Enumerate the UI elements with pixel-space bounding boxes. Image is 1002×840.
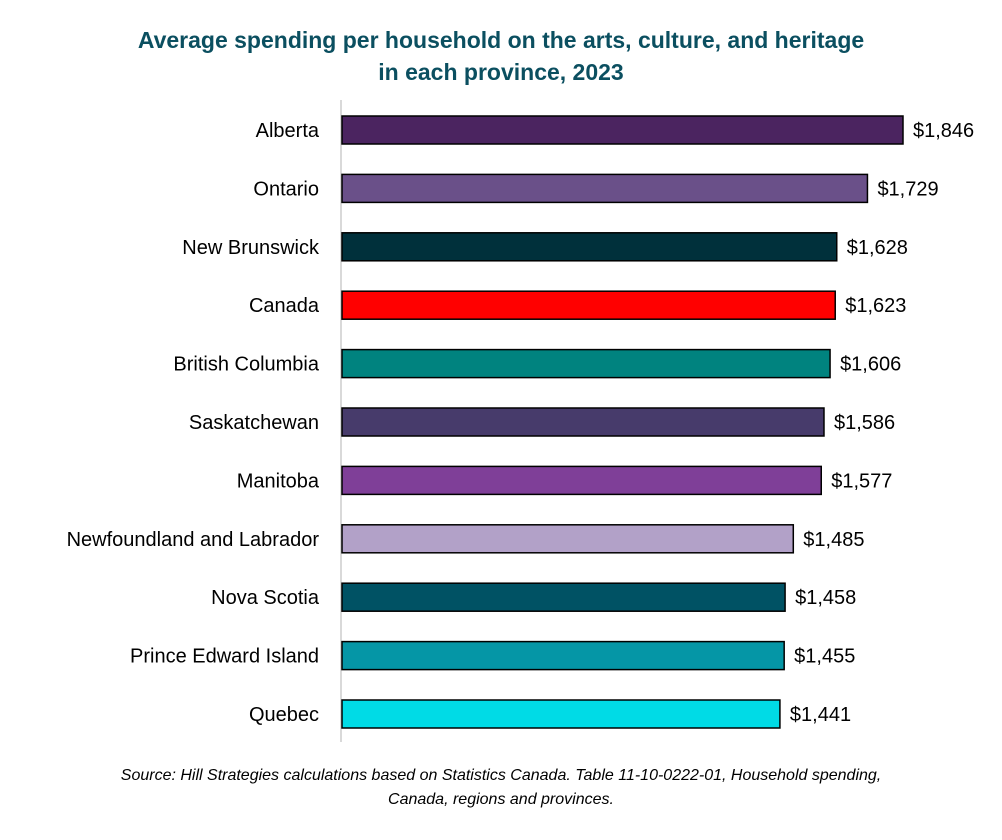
source-note-line-1: Source: Hill Strategies calculations bas… bbox=[120, 767, 882, 784]
bar-canada bbox=[341, 290, 836, 320]
category-label-newfoundland-and-labrador: Newfoundland and Labrador bbox=[67, 529, 320, 551]
value-label-ontario: $1,729 bbox=[877, 178, 938, 200]
source-note-line-2: Canada, regions and provinces. bbox=[388, 791, 614, 808]
chart-title-line-1: Average spending per household on the ar… bbox=[137, 27, 865, 53]
value-label-alberta: $1,846 bbox=[913, 120, 974, 142]
value-label-manitoba: $1,577 bbox=[831, 470, 892, 492]
bar-new-brunswick bbox=[341, 232, 838, 262]
value-label-british-columbia: $1,606 bbox=[840, 354, 901, 376]
bar-alberta bbox=[341, 115, 904, 145]
value-label-new-brunswick: $1,628 bbox=[847, 237, 908, 259]
bar-quebec bbox=[341, 699, 781, 729]
bar-ontario bbox=[341, 173, 869, 204]
chart-title: Average spending per household on the ar… bbox=[0, 24, 1002, 88]
category-label-prince-edward-island: Prince Edward Island bbox=[130, 646, 319, 668]
category-label-canada: Canada bbox=[249, 295, 320, 317]
value-label-canada: $1,623 bbox=[845, 295, 906, 317]
category-label-alberta: Alberta bbox=[256, 120, 320, 142]
category-label-british-columbia: British Columbia bbox=[173, 354, 319, 376]
value-label-quebec: $1,441 bbox=[790, 704, 851, 726]
category-label-new-brunswick: New Brunswick bbox=[182, 237, 320, 259]
category-label-saskatchewan: Saskatchewan bbox=[189, 412, 319, 434]
bar-saskatchewan bbox=[341, 407, 825, 437]
bar-prince-edward-island bbox=[341, 640, 785, 671]
bars-group: Alberta $1,846 Ontario $1,729 New Brunswick $… bbox=[67, 115, 974, 729]
value-label-saskatchewan: $1,586 bbox=[834, 412, 895, 434]
chart-title-line-2: in each province, 2023 bbox=[378, 59, 624, 85]
category-label-quebec: Quebec bbox=[249, 704, 319, 726]
category-label-ontario: Ontario bbox=[253, 178, 319, 200]
bar-nova-scotia bbox=[341, 582, 786, 612]
value-label-nova-scotia: $1,458 bbox=[795, 587, 856, 609]
category-label-manitoba: Manitoba bbox=[237, 470, 320, 492]
bar-british-columbia bbox=[341, 348, 831, 379]
bar-manitoba bbox=[341, 465, 823, 496]
category-label-nova-scotia: Nova Scotia bbox=[211, 587, 320, 609]
bar-chart: Alberta $1,846 Ontario $1,729 New Brunswick $… bbox=[67, 100, 974, 742]
value-label-newfoundland-and-labrador: $1,485 bbox=[803, 529, 864, 551]
source-note: Source: Hill Strategies calculations bas… bbox=[0, 764, 1002, 812]
value-label-prince-edward-island: $1,455 bbox=[794, 646, 855, 668]
bar-newfoundland-and-labrador bbox=[341, 524, 795, 554]
